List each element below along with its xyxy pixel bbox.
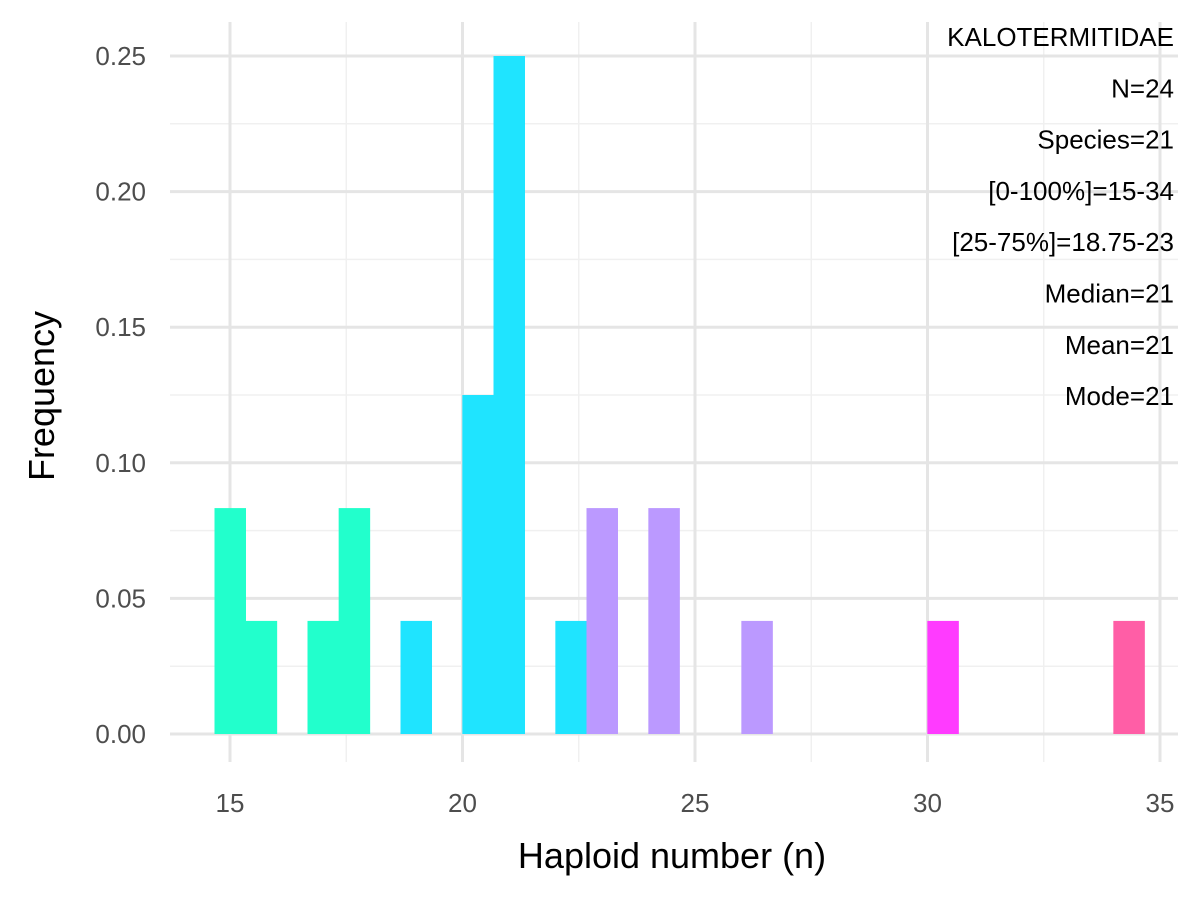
y-tick-label: 0.00 [95, 719, 146, 749]
histogram-bar [741, 620, 773, 734]
histogram-bar [214, 508, 247, 734]
y-tick-label: 0.15 [95, 312, 146, 342]
histogram-bar [555, 620, 587, 734]
histogram-bar [648, 508, 680, 734]
histogram-bar [1113, 620, 1145, 734]
histogram-bar [493, 56, 526, 734]
annotation-line: Median=21 [1045, 279, 1174, 309]
histogram-bar [400, 620, 433, 734]
major-gridlines [170, 22, 1178, 762]
y-axis-title: Frequency [21, 311, 62, 481]
summary-annotations: KALOTERMITIDAE N=24 Species=21 [0-100%]=15-… [947, 22, 1174, 411]
annotation-line: KALOTERMITIDAE [947, 22, 1174, 52]
histogram-bars [214, 56, 1145, 734]
x-axis-title: Haploid number (n) [518, 835, 826, 876]
y-tick-label: 0.10 [95, 448, 146, 478]
y-tick-label: 0.20 [95, 177, 146, 207]
x-tick-label: 30 [913, 788, 942, 818]
x-tick-label: 35 [1146, 788, 1175, 818]
annotation-line: [0-100%]=15-34 [988, 176, 1174, 206]
x-tick-label: 25 [681, 788, 710, 818]
annotation-line: Mean=21 [1065, 330, 1174, 360]
annotation-line: N=24 [1111, 73, 1174, 103]
annotation-line: Mode=21 [1065, 381, 1174, 411]
histogram-bar [927, 620, 959, 734]
x-tick-label: 15 [216, 788, 245, 818]
y-axis-ticks: 0.00 0.05 0.10 0.15 0.20 0.25 [95, 41, 146, 749]
annotation-line: Species=21 [1037, 125, 1174, 155]
minor-gridlines [170, 22, 1178, 762]
y-tick-label: 0.05 [95, 583, 146, 613]
histogram-bar [462, 395, 494, 734]
histogram-bar [586, 508, 619, 734]
x-axis-ticks: 15 20 25 30 35 [216, 788, 1175, 818]
x-tick-label: 20 [448, 788, 477, 818]
histogram-bar [245, 620, 278, 734]
histogram-bar [338, 508, 371, 734]
y-tick-label: 0.25 [95, 41, 146, 71]
histogram-bar [307, 620, 340, 734]
annotation-line: [25-75%]=18.75-23 [952, 227, 1174, 257]
